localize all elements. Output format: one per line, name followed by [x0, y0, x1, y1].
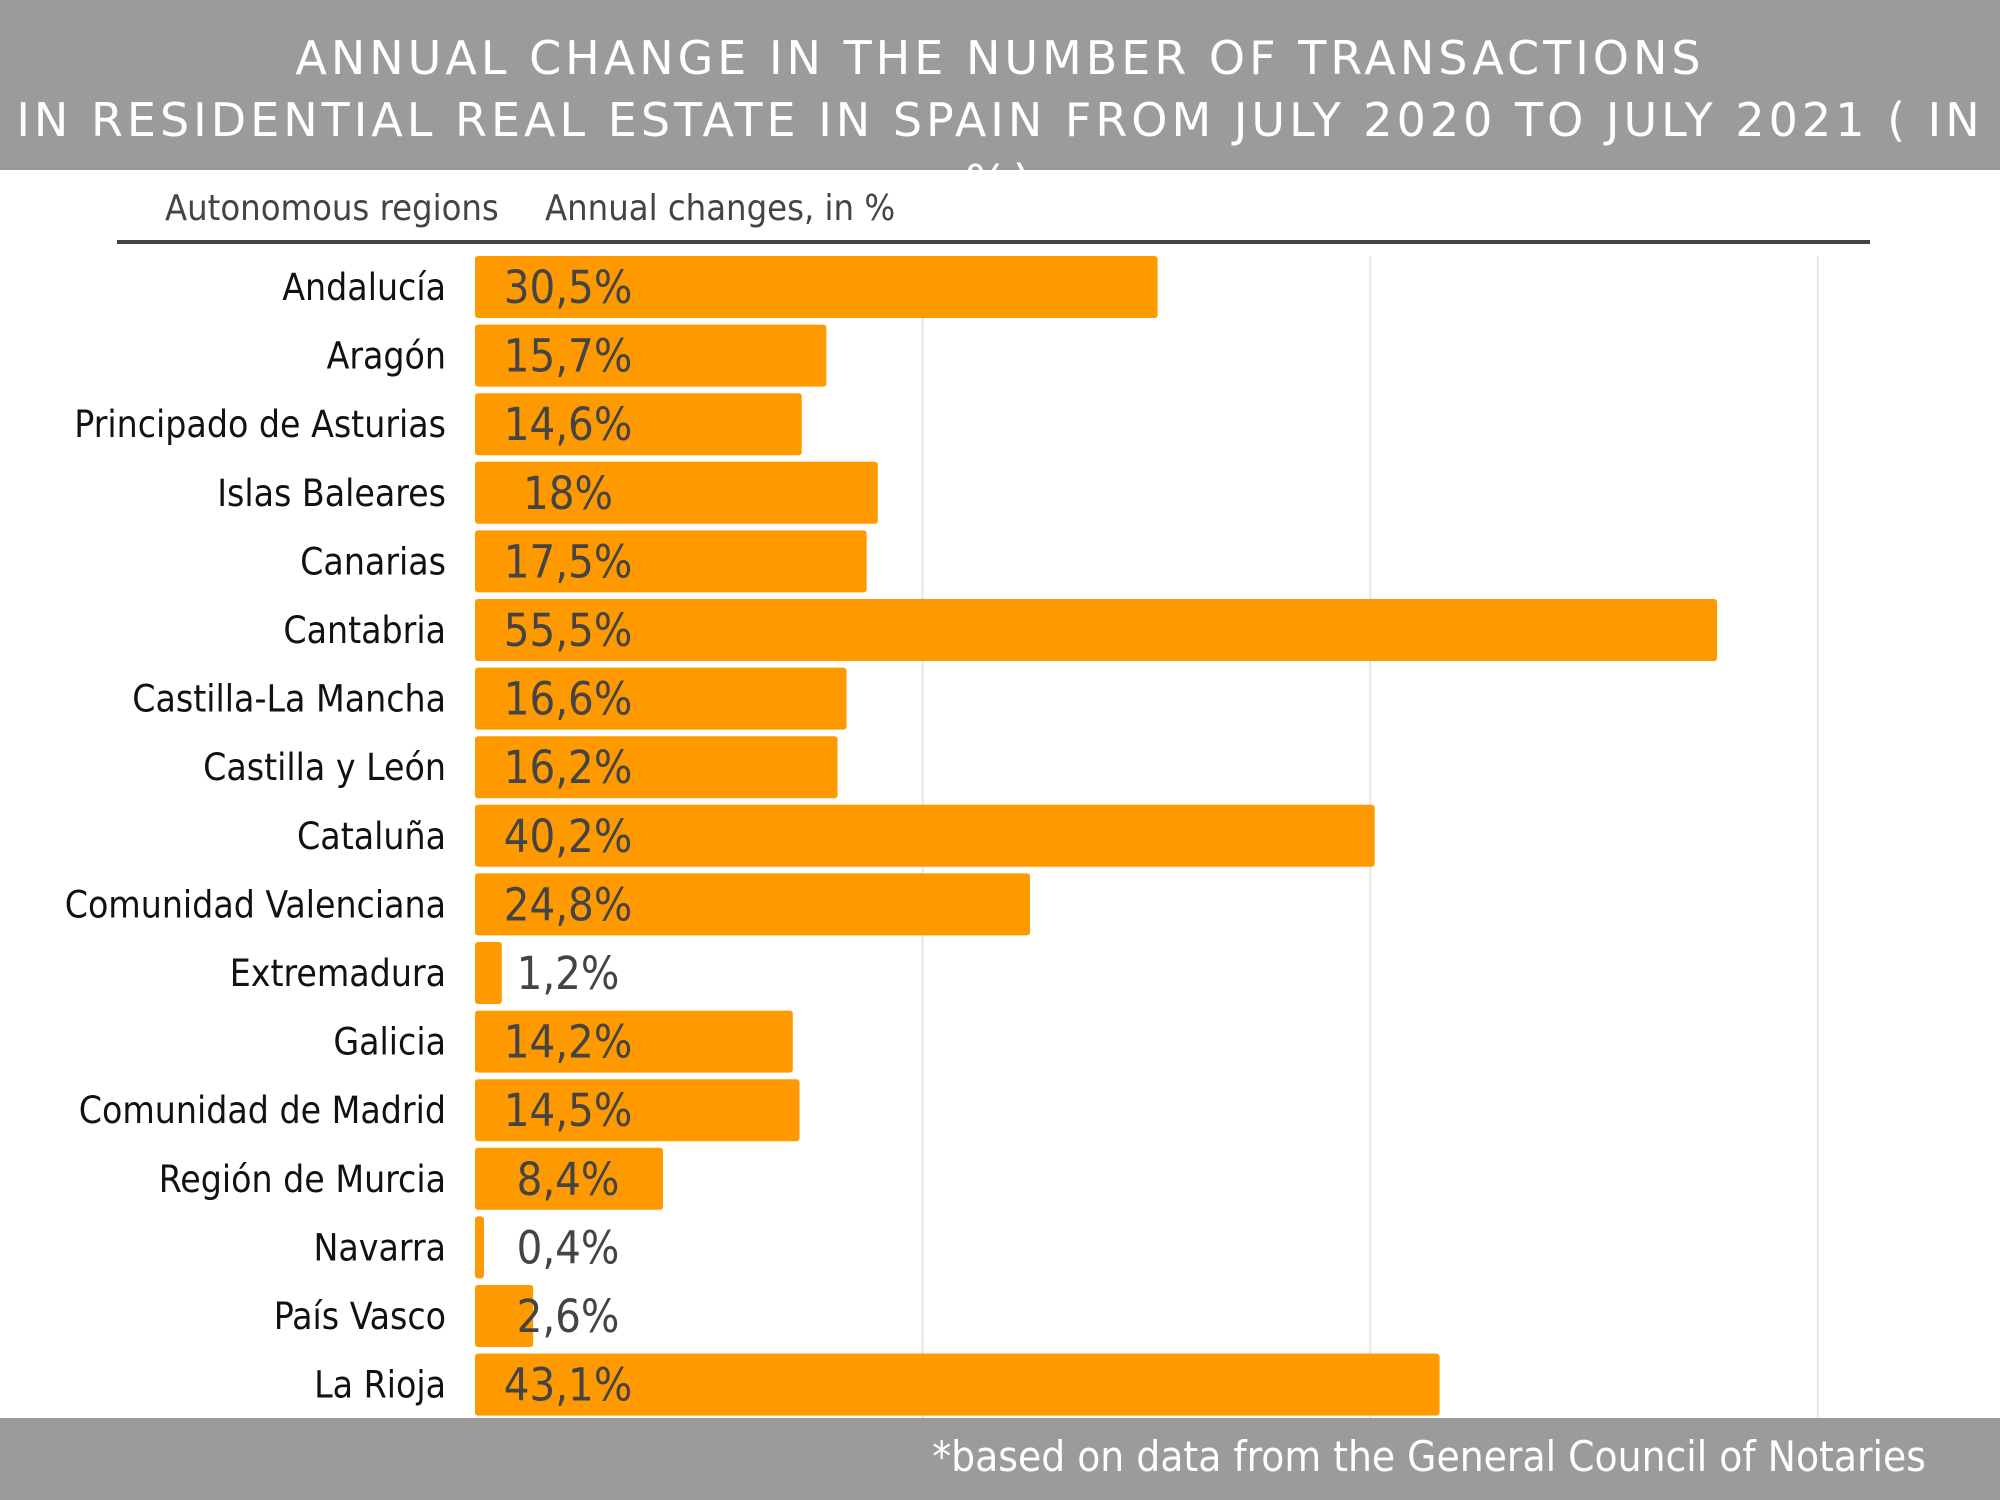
bar [475, 324, 827, 387]
value-label: 17,5% [504, 535, 633, 588]
category-label: Principado de Asturias [74, 403, 446, 446]
value-label: 43,1% [504, 1359, 633, 1412]
bar [475, 1079, 800, 1142]
source-note: *based on data from the General Council … [932, 1432, 1926, 1481]
category-label: Castilla y León [203, 746, 446, 789]
bar [475, 873, 1031, 936]
regions-column-header: Autonomous regions [165, 188, 499, 229]
bar [475, 461, 878, 524]
value-label: 8,4% [517, 1153, 620, 1206]
category-label: Galicia [333, 1021, 446, 1064]
category-label: País Vasco [274, 1295, 446, 1338]
value-label: 2,6% [517, 1290, 620, 1343]
category-label: Cantabria [283, 609, 446, 652]
category-label: Extremadura [230, 952, 446, 995]
bar [475, 736, 838, 799]
value-label: 14,6% [504, 398, 633, 451]
bar [475, 1147, 663, 1210]
value-label: 40,2% [504, 810, 633, 863]
bar [475, 1216, 484, 1279]
bar [475, 1010, 793, 1073]
bar [475, 599, 1718, 661]
chart-title-line-2: IN RESIDENTIAL REAL ESTATE IN SPAIN FROM… [16, 93, 1984, 209]
changes-column-header: Annual changes, in % [545, 188, 896, 229]
category-label: Comunidad Valenciana [65, 883, 446, 926]
bar [475, 256, 1158, 318]
bar [475, 942, 502, 1004]
header-rule [117, 240, 1870, 244]
bar [475, 667, 847, 730]
category-label: Andalucía [282, 266, 446, 309]
category-label: Aragón [327, 335, 446, 378]
category-label: Región de Murcia [159, 1158, 446, 1201]
bar [475, 530, 867, 593]
chart-title-line-1: ANNUAL CHANGE IN THE NUMBER OF TRANSACTI… [295, 31, 1705, 85]
value-label: 18% [523, 467, 613, 520]
chart-header: ANNUAL CHANGE IN THE NUMBER OF TRANSACTI… [0, 0, 2000, 209]
category-label: Navarra [314, 1226, 446, 1269]
bar [475, 804, 1375, 867]
category-label: Comunidad de Madrid [79, 1089, 446, 1132]
value-label: 15,7% [504, 330, 633, 383]
bar [475, 393, 802, 456]
category-label: Islas Baleares [217, 472, 446, 515]
category-label: Castilla-La Mancha [132, 678, 446, 721]
category-label: Canarias [300, 540, 446, 583]
value-label: 0,4% [517, 1221, 620, 1274]
value-label: 1,2% [517, 947, 620, 1000]
value-label: 16,2% [504, 741, 633, 794]
value-label: 14,5% [504, 1084, 633, 1137]
value-label: 30,5% [504, 261, 633, 314]
value-label: 24,8% [504, 878, 633, 931]
bar [475, 1285, 534, 1347]
value-label: 55,5% [504, 604, 633, 657]
category-label: Cataluña [297, 815, 446, 858]
value-label: 14,2% [504, 1016, 633, 1069]
category-label: La Rioja [314, 1364, 446, 1407]
chart-footer: *based on data from the General Council … [0, 1418, 2000, 1500]
bar [475, 1353, 1440, 1416]
value-label: 16,6% [504, 673, 633, 726]
